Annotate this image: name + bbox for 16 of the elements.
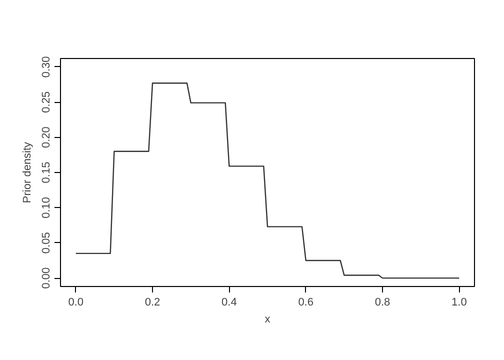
x-tick-label: 0.6 — [298, 296, 314, 308]
y-tick-label: 0.05 — [40, 232, 52, 254]
x-tick-label: 1.0 — [452, 296, 467, 308]
y-tick-label: 0.20 — [40, 126, 52, 148]
line-series — [75, 82, 460, 279]
y-axis-title: Prior density — [22, 141, 34, 204]
y-tick-label: 0.15 — [40, 162, 52, 184]
x-axis-title: x — [264, 314, 271, 326]
x-tick-label: 0.0 — [68, 296, 84, 308]
y-tick-label: 0.25 — [40, 91, 52, 113]
y-tick-label: 0.30 — [40, 56, 52, 78]
x-tick-label: 0.2 — [144, 296, 160, 308]
y-tick-label: 0.10 — [40, 196, 52, 218]
x-tick-label: 0.8 — [374, 296, 390, 308]
x-tick-label: 0.4 — [222, 296, 237, 308]
y-tick-label: 0.00 — [40, 267, 52, 289]
